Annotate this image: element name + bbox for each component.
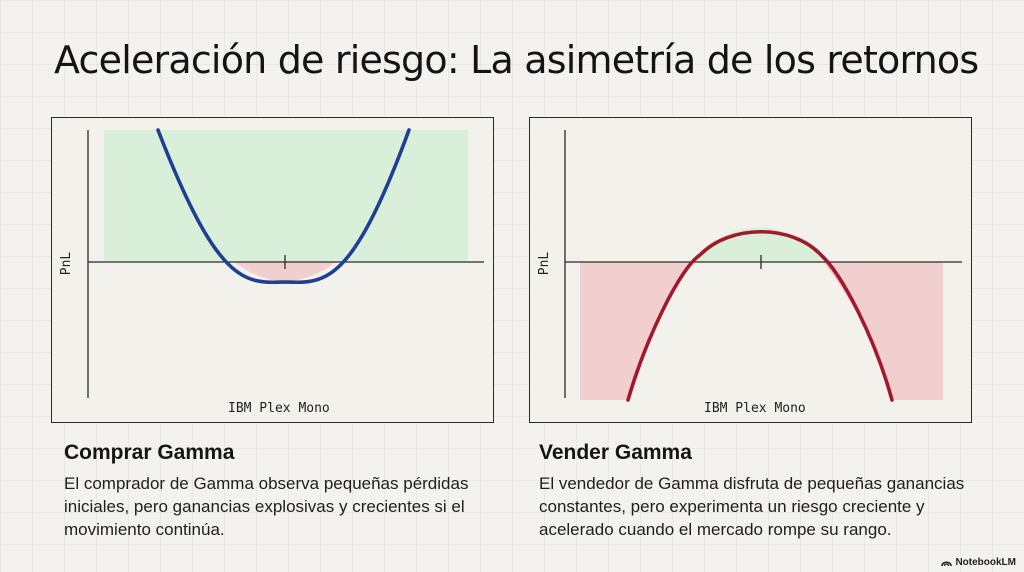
profit-zone xyxy=(104,130,468,262)
x-axis-label: IBM Plex Mono xyxy=(704,401,806,416)
sell-gamma-plot xyxy=(564,130,962,402)
loss-zone xyxy=(234,262,336,281)
loss-zone-left xyxy=(580,262,694,400)
page-title: Aceleración de riesgo: La asimetría de l… xyxy=(54,38,979,82)
sell-gamma-curve xyxy=(626,230,894,402)
buy-gamma-plot xyxy=(87,128,484,398)
sell-gamma-heading: Vender Gamma xyxy=(539,441,692,464)
loss-zone-right xyxy=(823,262,943,400)
y-axis-label: PnL xyxy=(537,251,553,276)
x-axis-label: IBM Plex Mono xyxy=(228,401,330,416)
notebooklm-logo-icon xyxy=(941,561,953,567)
y-axis-label: PnL xyxy=(59,251,75,276)
buy-gamma-heading: Comprar Gamma xyxy=(64,441,235,464)
buy-gamma-description: El comprador de Gamma observa pequeñas p… xyxy=(64,474,469,539)
buy-gamma-chart: PnL IBM Plex Mono xyxy=(51,117,494,423)
sell-gamma-chart: PnL IBM Plex Mono xyxy=(529,117,972,423)
sell-gamma-description: El vendedor de Gamma disfruta de pequeña… xyxy=(539,474,965,539)
brand-label: NotebookLM xyxy=(955,557,1016,568)
buy-gamma-curve xyxy=(156,128,411,285)
notebooklm-badge: NotebookLM xyxy=(941,557,1016,568)
